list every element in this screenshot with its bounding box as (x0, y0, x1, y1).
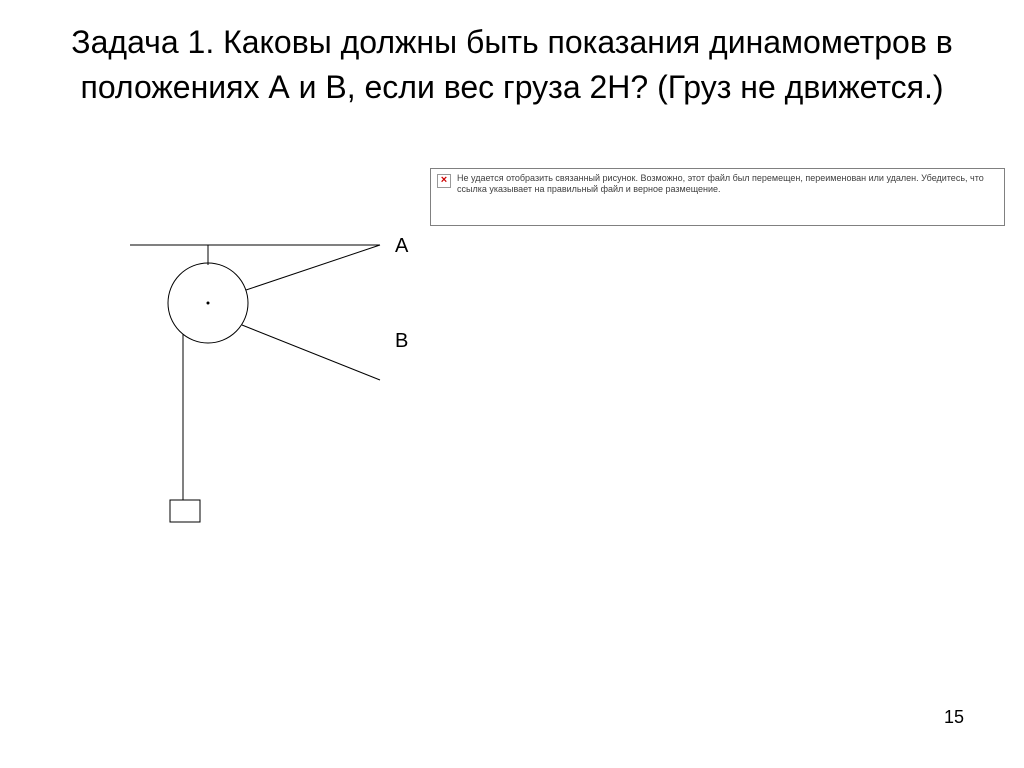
weight-box (170, 500, 200, 522)
problem-title: Задача 1. Каковы должны быть показания д… (0, 0, 1024, 120)
broken-image-text: Не удается отобразить связанный рисунок.… (457, 173, 998, 196)
line-a (246, 245, 380, 290)
diagram-svg (130, 190, 420, 570)
label-b: В (395, 330, 408, 353)
label-a: А (395, 235, 408, 258)
content-area: А В × Не удается отобразить связанный ри… (0, 150, 1024, 630)
broken-image-icon: × (437, 174, 451, 188)
page-number: 15 (944, 707, 964, 728)
line-b (242, 325, 380, 380)
pulley-center (207, 301, 210, 304)
broken-image-placeholder: × Не удается отобразить связанный рисуно… (430, 168, 1005, 226)
pulley-diagram: А В (130, 190, 420, 570)
